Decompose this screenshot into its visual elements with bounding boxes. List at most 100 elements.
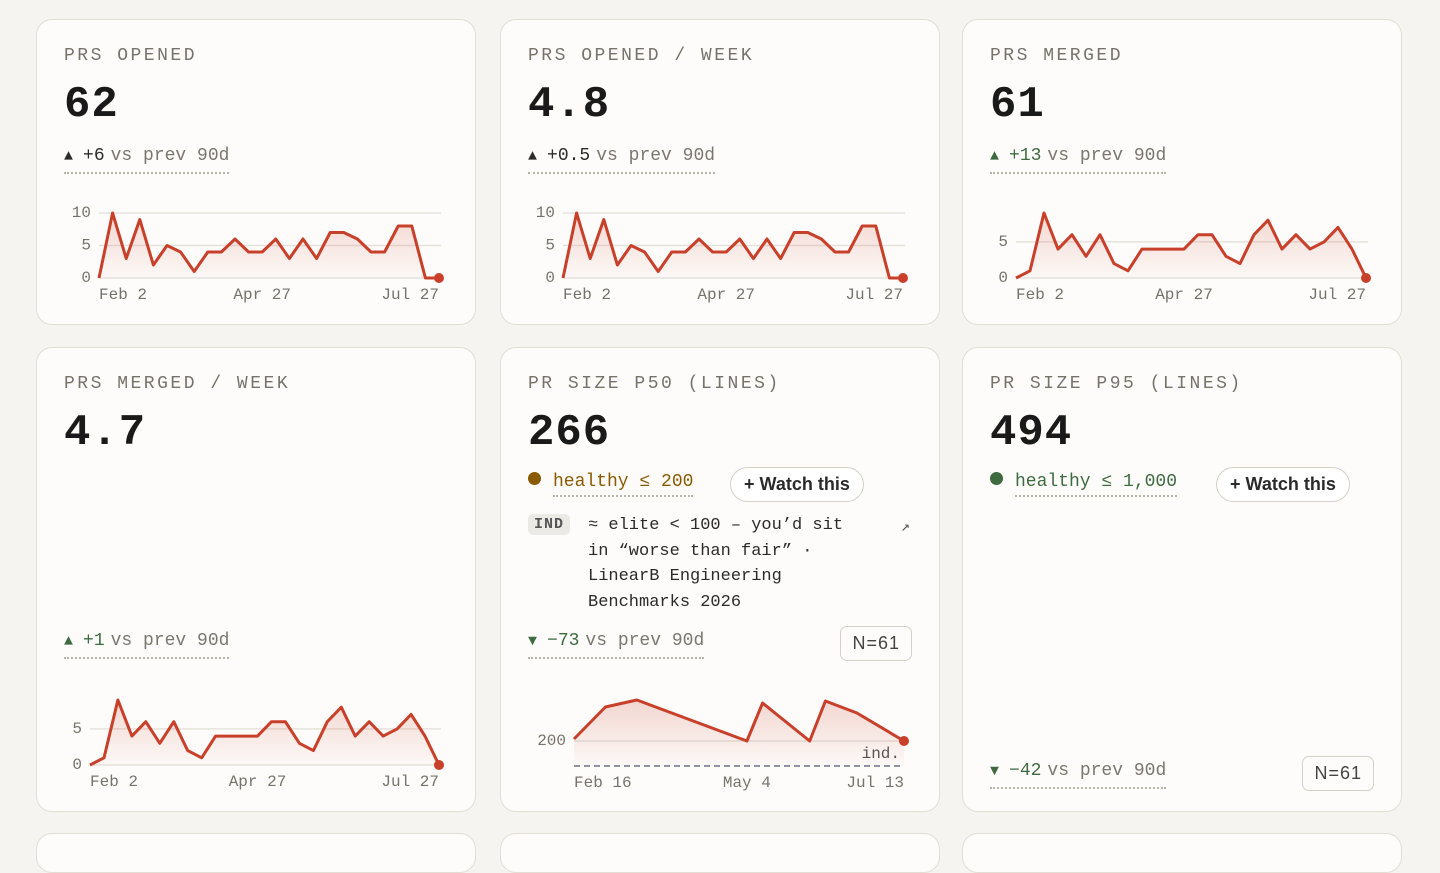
status: healthy ≤ 1,000	[990, 472, 1178, 497]
delta: ▼ −42 vs prev 90d	[990, 761, 1167, 789]
x-tick-label: May 4	[723, 774, 771, 792]
line	[1015, 211, 1368, 280]
sparkline: 0 5 10 Feb 2 Apr 27 Jul 27	[72, 204, 444, 304]
y-tick-label: 5	[545, 237, 555, 255]
delta-change: −73	[547, 631, 580, 651]
card	[962, 833, 1402, 873]
area	[90, 700, 439, 765]
delta-suffix: vs prev 90d	[1047, 761, 1167, 781]
delta-suffix: vs prev 90d	[1047, 146, 1167, 166]
card: PRS MERGED / WEEK 4.7 ▲ +1 vs prev 90d 0 5 Feb …	[36, 347, 476, 812]
card: PRS MERGED 61 ▲ +13 vs prev 90d 0 5 Feb 2 Apr 27…	[962, 19, 1402, 325]
delta-suffix: vs prev 90d	[110, 631, 230, 651]
delta-change: +0.5	[547, 146, 591, 166]
delta-suffix: vs prev 90d	[110, 146, 230, 166]
status: healthy ≤ 200	[528, 472, 694, 497]
card-label: PRS OPENED / WEEK	[528, 46, 755, 66]
card: PRS OPENED / WEEK 4.8 ▲ +0.5 vs prev 90d 0 5 10…	[500, 19, 940, 325]
x-tick-label: Apr 27	[697, 286, 755, 304]
y-tick-label: 0	[72, 756, 82, 774]
last-point	[434, 273, 444, 283]
y-tick-label: 200	[537, 732, 566, 750]
card-label: PRS MERGED / WEEK	[64, 374, 291, 394]
card-label: PRS OPENED	[64, 46, 198, 66]
sample-size: N=61	[840, 626, 912, 661]
status-text: healthy ≤ 1,000	[1015, 472, 1178, 497]
card-label: PR SIZE P50 (LINES)	[528, 374, 781, 394]
delta-arrow: ▲	[528, 148, 538, 165]
line	[561, 211, 903, 280]
delta-change: +6	[83, 146, 105, 166]
metric-value: 266	[528, 408, 611, 458]
area	[574, 700, 904, 766]
benchmark-tag: IND	[528, 514, 571, 535]
sparkline: 0 5 10 Feb 2 Apr 27 Jul 27	[536, 204, 908, 304]
area	[1016, 213, 1366, 278]
y-tick-label: 5	[81, 237, 91, 255]
y-tick-label: 0	[998, 269, 1008, 287]
x-tick-label: Feb 2	[99, 286, 147, 304]
sparkline: 0 5 Feb 2 Apr 27 Jul 27	[72, 698, 444, 791]
delta: ▲ +13 vs prev 90d	[990, 146, 1167, 174]
status-text: healthy ≤ 200	[553, 472, 694, 497]
watch-button[interactable]: + Watch this	[1216, 467, 1350, 502]
x-tick-label: Jul 27	[845, 286, 903, 304]
delta: ▼ −73 vs prev 90d	[528, 631, 705, 659]
delta: ▲ +0.5 vs prev 90d	[528, 146, 716, 174]
delta-change: +13	[1009, 146, 1042, 166]
y-tick-label: 10	[72, 204, 91, 222]
y-tick-label: 0	[81, 269, 91, 287]
y-tick-label: 5	[998, 233, 1008, 251]
last-point	[899, 736, 909, 746]
x-tick-label: Feb 2	[90, 773, 138, 791]
delta-arrow: ▲	[990, 148, 1000, 165]
benchmark-link[interactable]: ↗	[901, 519, 911, 536]
metric-value: 4.8	[528, 80, 611, 130]
card: PR SIZE P95 (LINES) 494 healthy ≤ 1,000 + W…	[962, 347, 1402, 812]
dashboard: (() => { const data = JSON.parse(documen…	[36, 19, 1402, 873]
card: PRS OPENED 62 ▲ +6 vs prev 90d 0 5 10 Feb 2 Apr 2…	[36, 19, 476, 325]
metric-value: 61	[990, 80, 1045, 130]
delta-change: +1	[83, 631, 105, 651]
card: PR SIZE P50 (LINES) 266 healthy ≤ 200 + Wat…	[500, 347, 940, 812]
metric-value: 494	[990, 408, 1073, 458]
metric-value: 4.7	[64, 408, 147, 458]
delta-suffix: vs prev 90d	[585, 631, 705, 651]
x-tick-label: Feb 2	[1016, 286, 1064, 304]
x-tick-label: Feb 2	[563, 286, 611, 304]
delta-arrow: ▲	[64, 633, 74, 650]
delta-arrow: ▼	[990, 763, 1000, 780]
delta-suffix: vs prev 90d	[596, 146, 716, 166]
delta-change: −42	[1009, 761, 1042, 781]
sparkline: 0 5 Feb 2 Apr 27 Jul 27	[998, 211, 1371, 304]
x-tick-label: Jul 27	[381, 286, 439, 304]
line	[89, 698, 441, 767]
x-tick-label: Feb 16	[574, 774, 632, 792]
card	[500, 833, 940, 873]
card-label: PRS MERGED	[990, 46, 1124, 66]
x-tick-label: Apr 27	[233, 286, 291, 304]
y-tick-label: 10	[536, 204, 555, 222]
delta: ▲ +6 vs prev 90d	[64, 146, 230, 174]
x-tick-label: Apr 27	[1155, 286, 1213, 304]
delta-arrow: ▼	[528, 633, 538, 650]
last-point	[1361, 273, 1371, 283]
status-dot	[528, 472, 541, 485]
sample-size: N=61	[1302, 756, 1374, 791]
x-tick-label: Jul 27	[1308, 286, 1366, 304]
line	[572, 698, 905, 743]
y-tick-label: 5	[72, 720, 82, 738]
watch-button[interactable]: + Watch this	[730, 467, 864, 502]
x-tick-label: Apr 27	[229, 773, 287, 791]
card-label: PR SIZE P95 (LINES)	[990, 374, 1243, 394]
line	[97, 211, 439, 280]
delta: ▲ +1 vs prev 90d	[64, 631, 230, 659]
status-dot	[990, 472, 1003, 485]
delta-arrow: ▲	[64, 148, 74, 165]
last-point	[898, 273, 908, 283]
metric-value: 62	[64, 80, 119, 130]
x-tick-label: Jul 13	[846, 774, 904, 792]
card	[36, 833, 476, 873]
x-tick-label: Jul 27	[381, 773, 439, 791]
